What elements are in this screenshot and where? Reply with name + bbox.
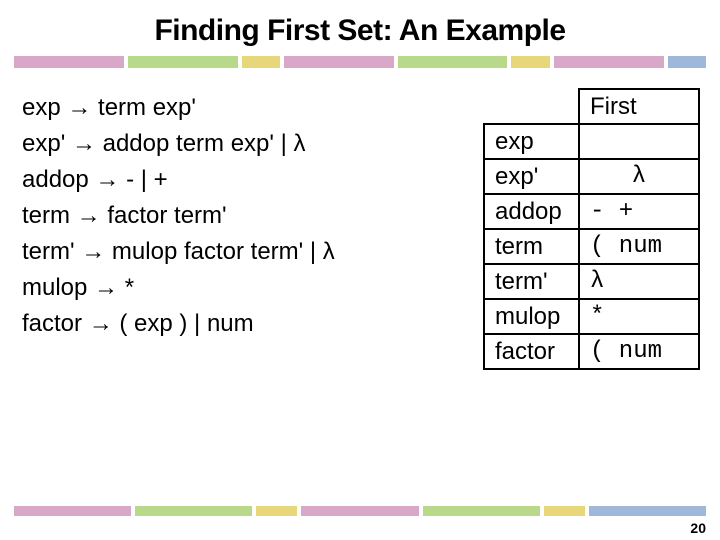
table-row: factor ( num <box>484 334 699 369</box>
table-row: exp <box>484 124 699 159</box>
nonterminal-cell: factor <box>484 334 579 369</box>
grammar-line: term → factor term' <box>22 198 475 234</box>
page-number: 20 <box>690 520 706 536</box>
top-color-stripe <box>0 56 720 72</box>
table-row: mulop * <box>484 299 699 334</box>
nonterminal-cell: exp' <box>484 159 579 194</box>
first-set-table: First exp exp' λ addop - + term ( num te… <box>483 88 700 370</box>
grammar-line: exp' → addop term exp' | λ <box>22 126 475 162</box>
grammar-line: mulop → * <box>22 270 475 306</box>
page-title: Finding First Set: An Example <box>0 0 720 56</box>
grammar-rules: exp → term exp' exp' → addop term exp' |… <box>22 90 475 370</box>
grammar-line: factor → ( exp ) | num <box>22 306 475 342</box>
first-set-cell <box>579 124 699 159</box>
nonterminal-cell: term <box>484 229 579 264</box>
table-header-first: First <box>579 89 699 124</box>
main-content: exp → term exp' exp' → addop term exp' |… <box>0 72 720 370</box>
first-set-cell: λ <box>579 264 699 299</box>
table-row: term ( num <box>484 229 699 264</box>
nonterminal-cell: term' <box>484 264 579 299</box>
nonterminal-cell: exp <box>484 124 579 159</box>
first-set-cell: ( num <box>579 334 699 369</box>
first-set-cell: ( num <box>579 229 699 264</box>
first-set-cell: λ <box>579 159 699 194</box>
table-header-row: First <box>484 89 699 124</box>
table-row: exp' λ <box>484 159 699 194</box>
first-set-cell: * <box>579 299 699 334</box>
table-row: addop - + <box>484 194 699 229</box>
nonterminal-cell: addop <box>484 194 579 229</box>
grammar-line: addop → - | + <box>22 162 475 198</box>
grammar-line: term' → mulop factor term' | λ <box>22 234 475 270</box>
table-row: term' λ <box>484 264 699 299</box>
bottom-color-stripe <box>14 506 706 516</box>
grammar-line: exp → term exp' <box>22 90 475 126</box>
nonterminal-cell: mulop <box>484 299 579 334</box>
first-set-cell: - + <box>579 194 699 229</box>
